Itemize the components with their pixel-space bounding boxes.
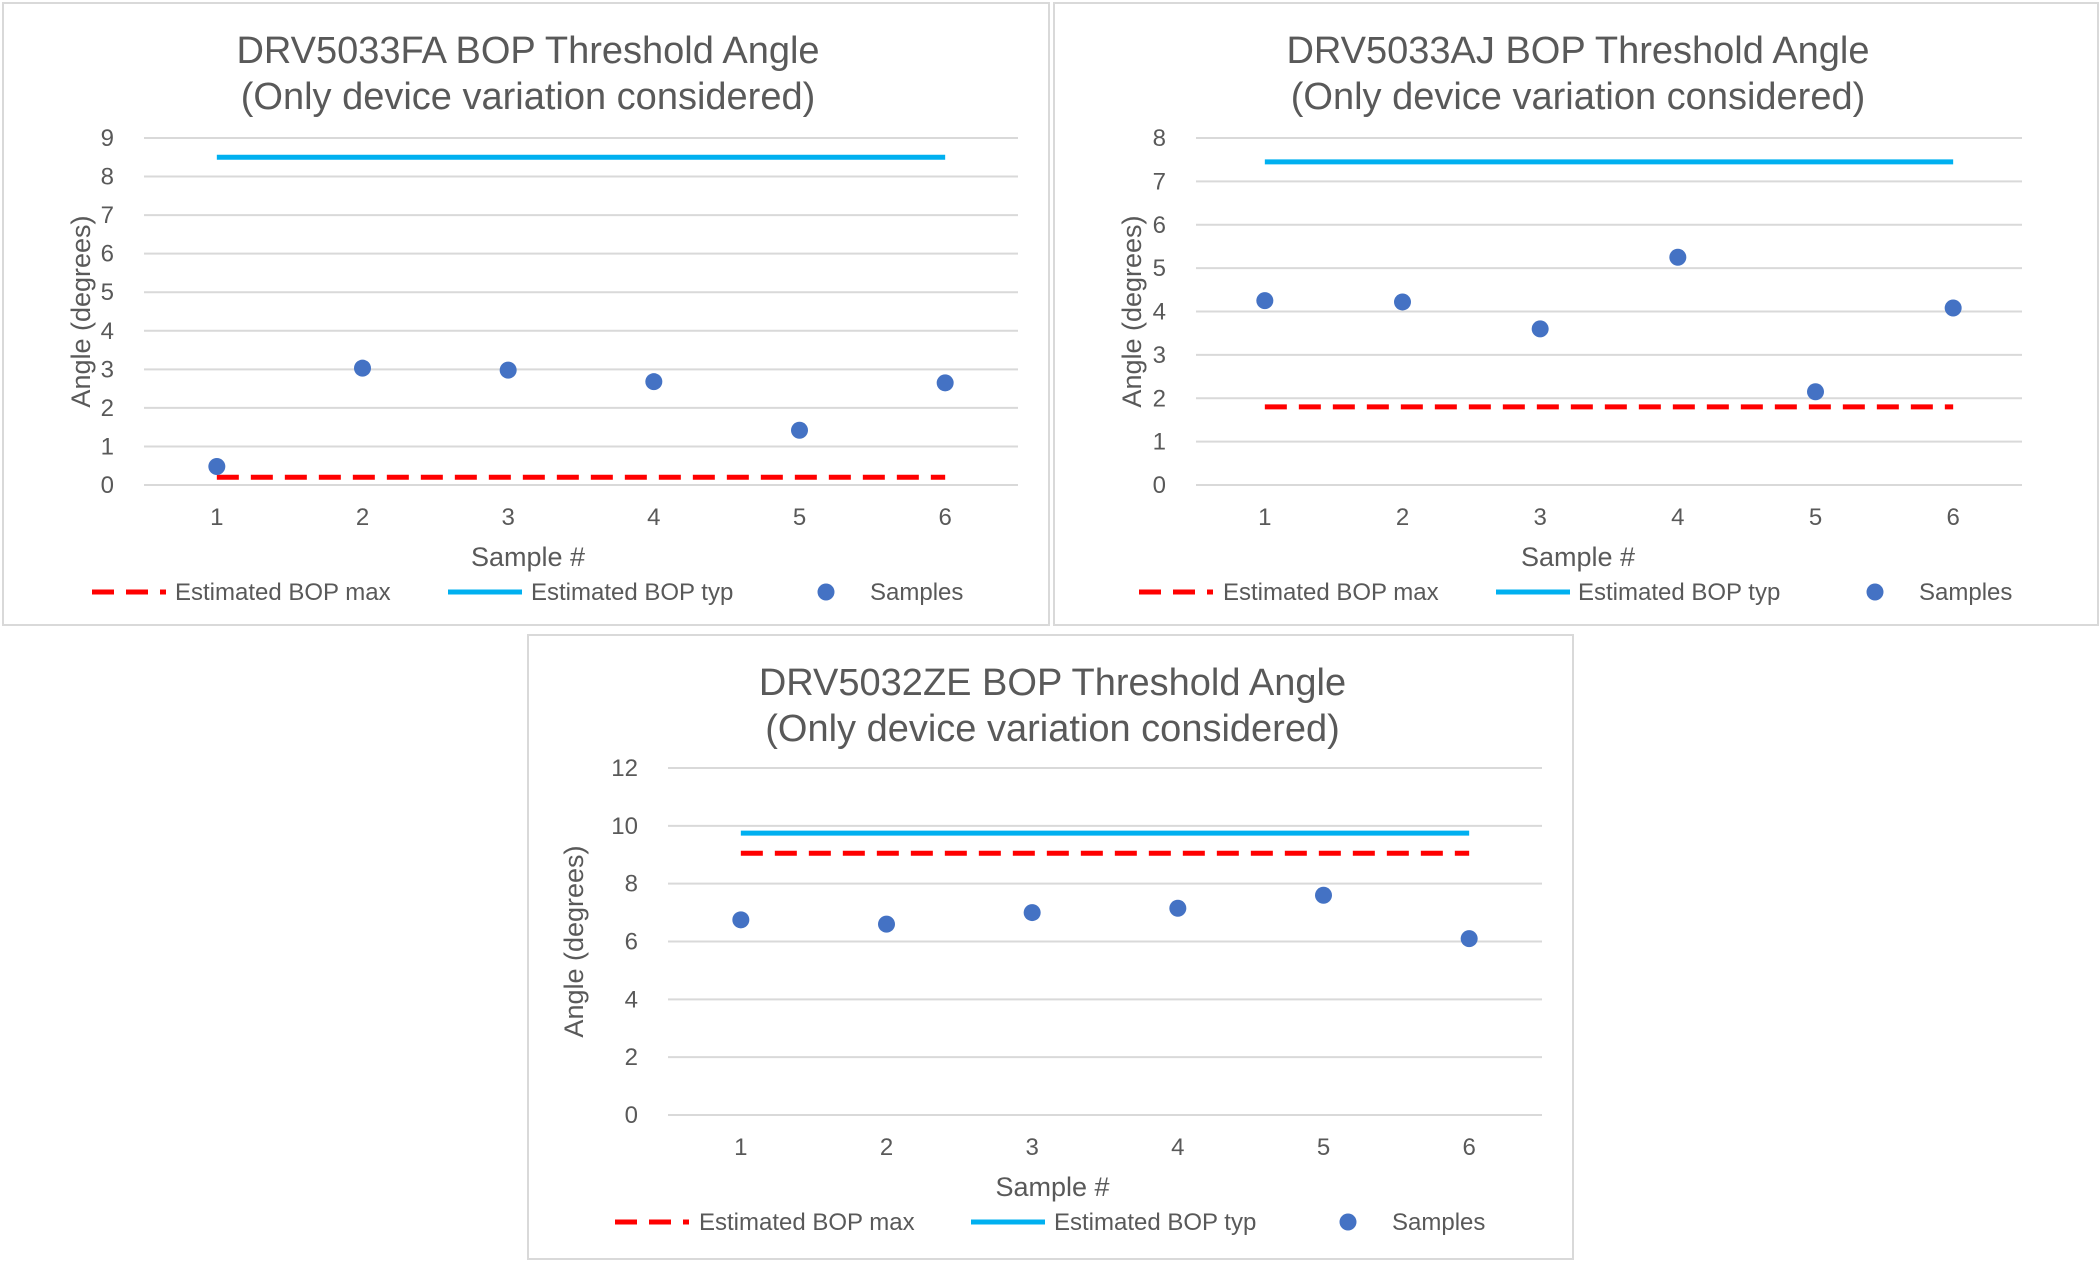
legend-label-bop-typ: Estimated BOP typ [1578, 579, 1780, 606]
x-tick-label: 6 [1946, 504, 1959, 531]
sample-point [1531, 320, 1549, 338]
chart-title: DRV5033AJ BOP Threshold Angle [1286, 30, 1869, 72]
chart-svg: DRV5033AJ BOP Threshold Angle(Only devic… [1117, 30, 2022, 606]
chart-title: DRV5032ZE BOP Threshold Angle [759, 662, 1346, 704]
chart-panel-drv5032ze: DRV5032ZE BOP Threshold Angle (Only devic… [527, 634, 1574, 1260]
y-axis-label: Angle (degrees) [66, 215, 96, 407]
sample-point [1944, 299, 1962, 317]
y-axis-label: Angle (degrees) [559, 845, 589, 1037]
y-tick-label: 8 [1153, 125, 1166, 152]
x-tick-label: 4 [647, 504, 660, 531]
x-tick-label: 5 [1809, 504, 1822, 531]
chart-panel-drv5033fa: DRV5033FA BOP Threshold Angle (Only devic… [2, 2, 1050, 626]
sample-point [878, 915, 895, 933]
y-tick-label: 7 [101, 202, 114, 229]
y-tick-label: 0 [1153, 472, 1166, 499]
y-tick-label: 2 [101, 395, 114, 422]
sample-point [1023, 904, 1041, 922]
legend-label-bop-typ: Estimated BOP typ [1054, 1209, 1256, 1236]
sample-point [1256, 292, 1274, 310]
y-tick-label: 6 [625, 929, 638, 956]
chart-title: DRV5033FA BOP Threshold Angle [236, 30, 819, 72]
chart-subtitle: (Only device variation considered) [1291, 76, 1866, 118]
legend-swatch-samples [817, 583, 835, 601]
x-tick-label: 6 [1462, 1134, 1475, 1161]
legend-label-samples: Samples [1392, 1209, 1485, 1236]
sample-point [732, 911, 750, 929]
x-axis-label: Sample # [1521, 542, 1635, 572]
chart-subtitle: (Only device variation considered) [765, 708, 1340, 750]
sample-point [645, 373, 663, 391]
y-tick-label: 5 [1153, 255, 1166, 282]
y-tick-label: 1 [1153, 429, 1166, 456]
y-tick-label: 2 [1153, 385, 1166, 412]
sample-point [1315, 886, 1332, 904]
y-tick-label: 6 [1153, 212, 1166, 239]
legend-swatch-samples [1866, 583, 1884, 601]
x-tick-label: 2 [356, 504, 369, 531]
sample-point [1807, 383, 1824, 401]
y-tick-label: 10 [611, 813, 638, 840]
legend-label-bop-max: Estimated BOP max [175, 579, 391, 606]
y-tick-label: 3 [101, 356, 114, 383]
x-tick-label: 4 [1171, 1134, 1184, 1161]
chart-subtitle: (Only device variation considered) [241, 76, 816, 118]
sample-point [1460, 930, 1478, 948]
y-tick-label: 6 [101, 241, 114, 268]
x-axis-label: Sample # [995, 1172, 1109, 1202]
chart-panel-drv5033aj: DRV5033AJ BOP Threshold Angle (Only devic… [1053, 2, 2099, 626]
sample-point [1394, 293, 1411, 311]
sample-point [499, 361, 517, 379]
y-axis-label: Angle (degrees) [1117, 215, 1147, 407]
y-tick-label: 4 [625, 986, 638, 1013]
y-tick-label: 4 [1153, 299, 1166, 326]
sample-point [791, 421, 808, 439]
y-tick-label: 0 [625, 1102, 638, 1129]
y-tick-label: 8 [101, 164, 114, 191]
x-tick-label: 1 [1258, 504, 1271, 531]
x-tick-label: 6 [938, 504, 951, 531]
y-tick-label: 1 [101, 433, 114, 460]
y-tick-label: 2 [625, 1044, 638, 1071]
x-tick-label: 1 [210, 504, 223, 531]
x-tick-label: 5 [1317, 1134, 1330, 1161]
legend-label-bop-typ: Estimated BOP typ [531, 579, 733, 606]
sample-point [208, 457, 226, 475]
legend-label-samples: Samples [1919, 579, 2012, 606]
x-tick-label: 5 [793, 504, 806, 531]
sample-point [936, 374, 954, 392]
y-tick-label: 3 [1153, 342, 1166, 369]
chart-svg: DRV5032ZE BOP Threshold Angle(Only devic… [559, 662, 1542, 1236]
legend-swatch-samples [1339, 1213, 1357, 1231]
legend-label-samples: Samples [870, 579, 963, 606]
x-tick-label: 1 [734, 1134, 747, 1161]
y-tick-label: 9 [101, 125, 114, 152]
x-tick-label: 2 [1396, 504, 1409, 531]
sample-point [1669, 248, 1687, 266]
sample-point [1169, 899, 1187, 917]
x-tick-label: 3 [501, 504, 514, 531]
y-tick-label: 5 [101, 279, 114, 306]
x-tick-label: 4 [1671, 504, 1684, 531]
y-tick-label: 12 [611, 755, 638, 782]
x-axis-label: Sample # [471, 542, 585, 572]
legend-label-bop-max: Estimated BOP max [699, 1209, 915, 1236]
chart-svg: DRV5033FA BOP Threshold Angle(Only devic… [66, 30, 1018, 606]
legend-label-bop-max: Estimated BOP max [1223, 579, 1439, 606]
y-tick-label: 8 [625, 871, 638, 898]
y-tick-label: 0 [101, 472, 114, 499]
sample-point [354, 359, 371, 377]
y-tick-label: 4 [101, 318, 114, 345]
y-tick-label: 7 [1153, 168, 1166, 195]
x-tick-label: 3 [1025, 1134, 1038, 1161]
x-tick-label: 2 [880, 1134, 893, 1161]
x-tick-label: 3 [1533, 504, 1546, 531]
